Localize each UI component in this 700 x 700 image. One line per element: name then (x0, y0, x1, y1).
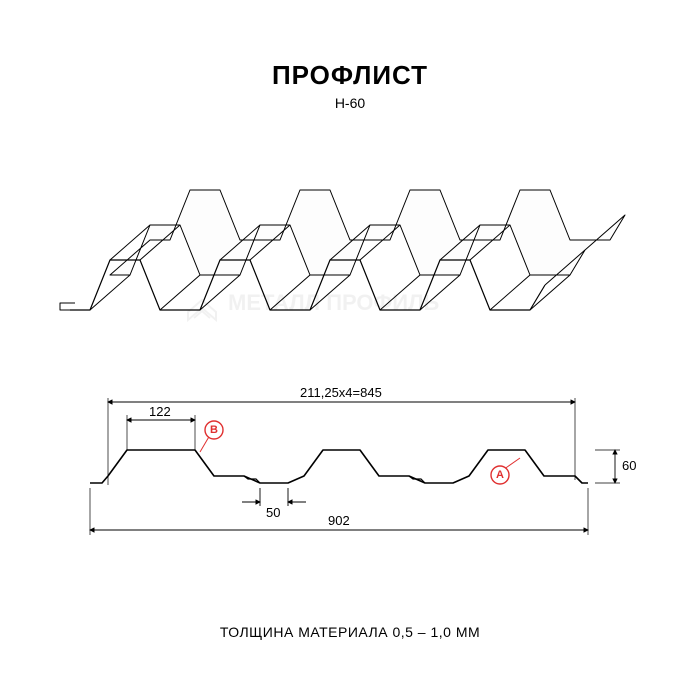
page-subtitle: H-60 (0, 95, 700, 111)
footer-text: ТОЛЩИНА МАТЕРИАЛА 0,5 – 1,0 ММ (0, 624, 700, 640)
marker-b: B (200, 421, 223, 452)
cross-section-view: 211,25x4=845 122 50 902 60 B A (60, 380, 640, 560)
page-title: ПРОФЛИСТ (0, 60, 700, 91)
dim-height: 60 (622, 458, 636, 473)
svg-text:A: A (496, 469, 504, 481)
dim-top-width: 122 (149, 404, 171, 419)
isometric-view (50, 155, 650, 335)
svg-text:B: B (210, 424, 218, 436)
dim-overall-width: 902 (328, 513, 350, 528)
profile-path (90, 450, 588, 483)
marker-a: A (491, 458, 520, 484)
dim-pitch: 211,25x4=845 (300, 385, 382, 400)
dim-bottom-width: 50 (266, 505, 280, 520)
title-block: ПРОФЛИСТ H-60 (0, 60, 700, 111)
